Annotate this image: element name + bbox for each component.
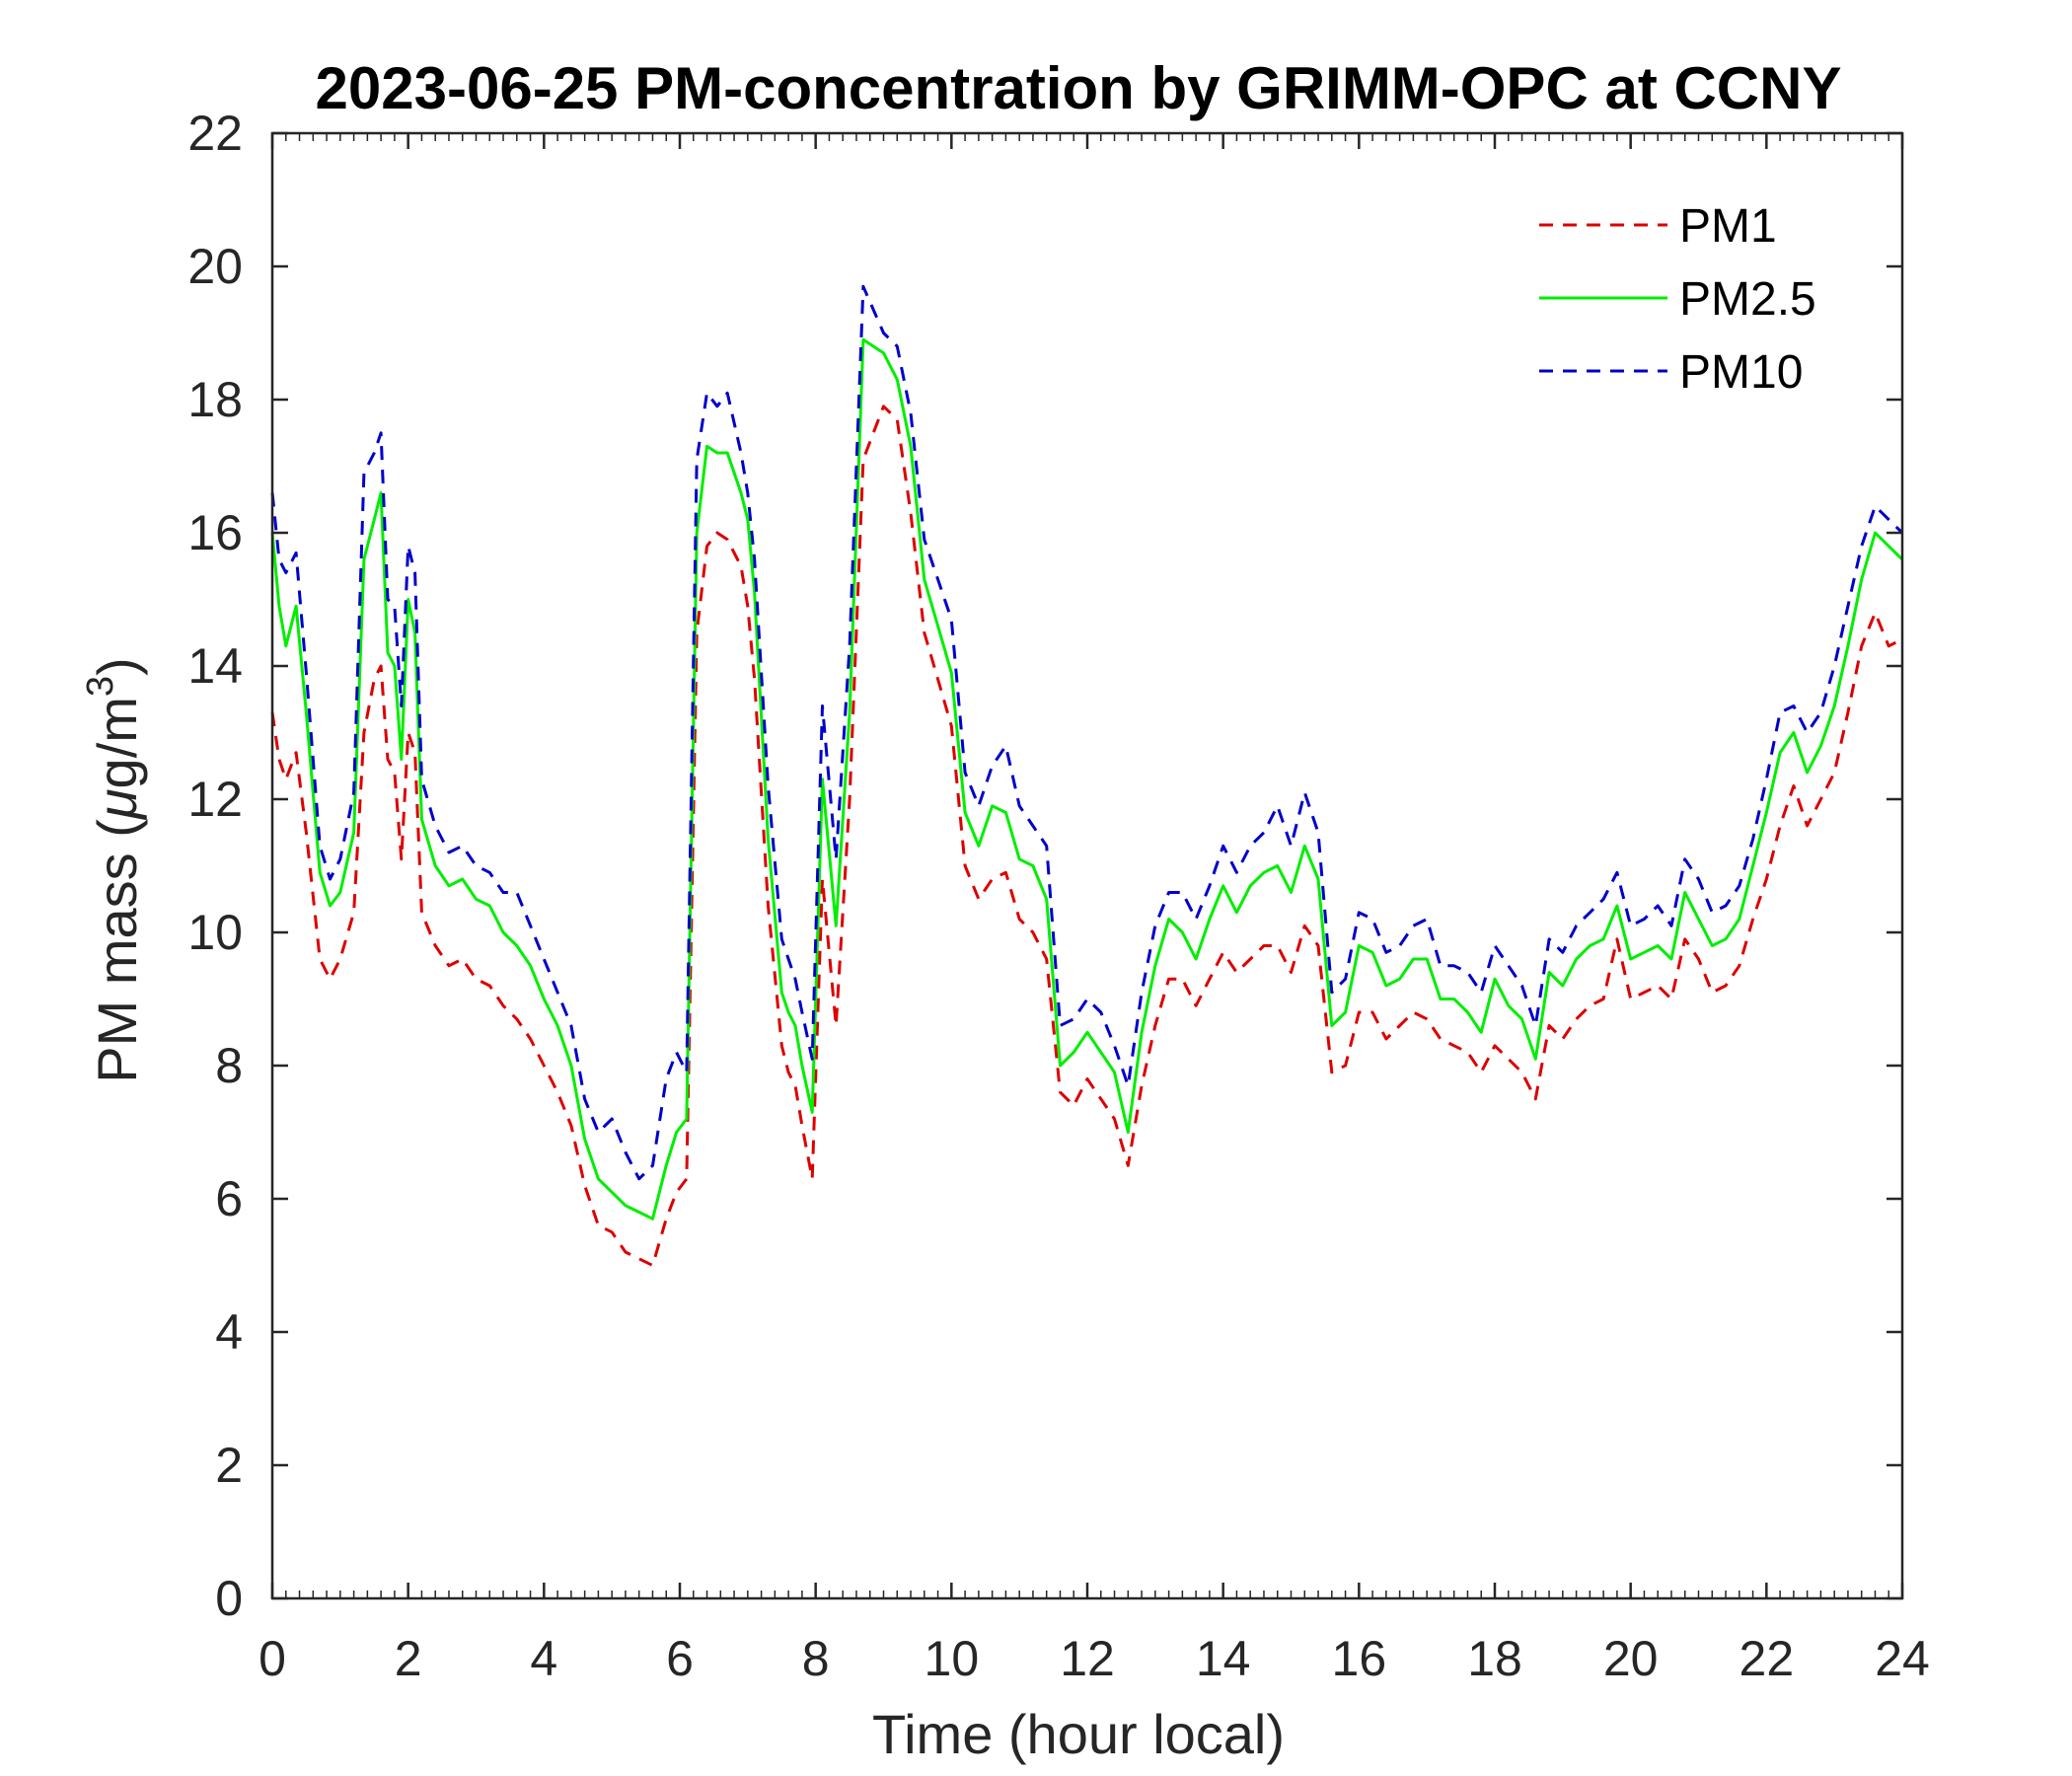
y-axis-label: PM mass (μg/m3) bbox=[80, 657, 148, 1082]
x-tick-label: 12 bbox=[1060, 1631, 1115, 1686]
series-line-pm2-5 bbox=[270, 337, 1904, 1221]
y-axis-label-mu: μ bbox=[86, 788, 148, 821]
x-tick-label: 14 bbox=[1196, 1631, 1251, 1686]
y-tick-label: 18 bbox=[187, 372, 243, 427]
y-tick-label: 2 bbox=[215, 1438, 243, 1493]
x-tick-label: 16 bbox=[1332, 1631, 1387, 1686]
y-tick-label: 10 bbox=[187, 905, 243, 960]
x-tick-label: 8 bbox=[802, 1631, 830, 1686]
series-line-pm1 bbox=[270, 405, 1903, 1267]
x-tick-label: 18 bbox=[1467, 1631, 1522, 1686]
x-tick-labels: 0 2 4 6 8 10 12 14 16 18 20 22 24 bbox=[259, 1631, 1930, 1686]
y-tick-label: 4 bbox=[215, 1304, 243, 1360]
x-tick-label: 10 bbox=[925, 1631, 980, 1686]
y-axis-label-sup: 3 bbox=[80, 676, 121, 697]
y-tick-label: 16 bbox=[187, 505, 243, 560]
x-tick-label: 24 bbox=[1875, 1631, 1930, 1686]
axis-ticks bbox=[270, 131, 1904, 1600]
legend-label: PM2.5 bbox=[1679, 273, 1816, 326]
legend-label: PM1 bbox=[1679, 200, 1777, 253]
y-tick-label: 6 bbox=[215, 1171, 243, 1226]
x-tick-label: 6 bbox=[666, 1631, 694, 1686]
x-tick-label: 20 bbox=[1603, 1631, 1659, 1686]
x-axis-label: Time (hour local) bbox=[872, 1703, 1285, 1765]
y-tick-labels: 0 2 4 6 8 10 12 14 16 18 20 22 bbox=[187, 106, 243, 1626]
y-tick-label: 20 bbox=[187, 239, 243, 294]
x-tick-label: 22 bbox=[1739, 1631, 1795, 1686]
y-axis-label-unit: g/m bbox=[86, 697, 148, 788]
legend: PM1 PM2.5 PM10 bbox=[1539, 200, 1816, 399]
y-tick-label: 22 bbox=[187, 106, 243, 161]
series-line-pm10 bbox=[270, 284, 1904, 1181]
y-tick-label: 12 bbox=[187, 772, 243, 827]
legend-label: PM10 bbox=[1679, 346, 1803, 399]
y-tick-label: 0 bbox=[215, 1571, 243, 1626]
x-tick-label: 0 bbox=[259, 1631, 286, 1686]
y-tick-label: 8 bbox=[215, 1038, 243, 1093]
y-tick-label: 14 bbox=[187, 638, 243, 694]
x-tick-label: 2 bbox=[395, 1631, 422, 1686]
y-axis-label-prefix: PM mass ( bbox=[86, 819, 148, 1083]
plot-area bbox=[270, 284, 1904, 1267]
x-tick-label: 4 bbox=[530, 1631, 557, 1686]
chart-title: 2023-06-25 PM-concentration by GRIMM-OPC… bbox=[316, 55, 1842, 121]
y-axis-label-suffix: ) bbox=[86, 657, 148, 676]
